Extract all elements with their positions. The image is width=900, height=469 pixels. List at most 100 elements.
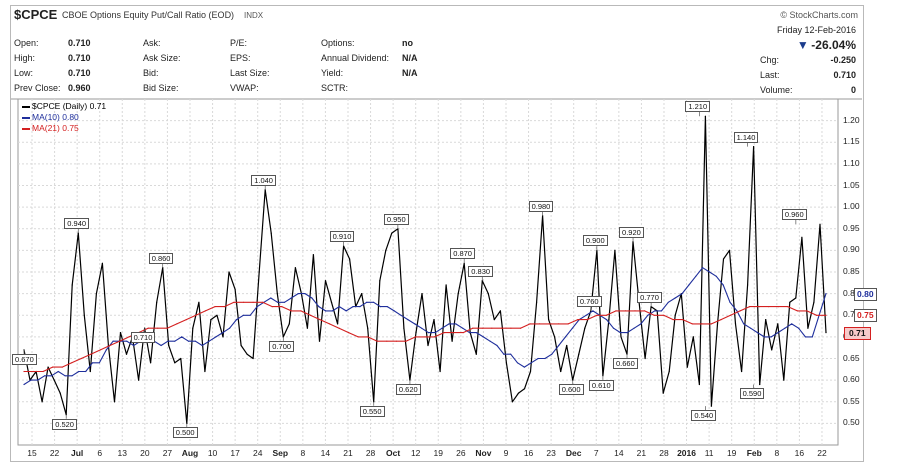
data-point bbox=[455, 323, 457, 325]
chart-title: CBOE Options Equity Put/Call Ratio (EOD) bbox=[62, 10, 235, 20]
data-point bbox=[30, 379, 32, 381]
data-point bbox=[765, 319, 767, 321]
data-point bbox=[560, 370, 562, 373]
y-tick-label: 0.65 bbox=[843, 352, 860, 363]
stat-label: Prev Close: bbox=[14, 83, 61, 93]
data-point bbox=[523, 366, 526, 368]
data-point bbox=[204, 310, 206, 312]
data-point bbox=[445, 284, 447, 286]
data-point bbox=[443, 332, 445, 334]
data-point bbox=[688, 284, 690, 286]
data-point bbox=[156, 301, 158, 303]
callout-label: 0.980 bbox=[528, 200, 554, 212]
data-point bbox=[208, 340, 210, 342]
legend-item: $CPCE (Daily) 0.71 bbox=[22, 101, 106, 111]
data-point bbox=[270, 297, 272, 299]
callout-label: 0.870 bbox=[450, 248, 475, 260]
data-point bbox=[249, 314, 251, 316]
data-point bbox=[626, 332, 628, 334]
data-point bbox=[59, 392, 61, 394]
legend-swatch bbox=[22, 105, 30, 108]
data-point bbox=[64, 375, 66, 377]
data-point bbox=[331, 310, 334, 312]
callout-label: 0.540 bbox=[691, 410, 717, 422]
data-point bbox=[304, 293, 306, 295]
data-point bbox=[233, 301, 235, 303]
y-tick-label: 0.85 bbox=[843, 266, 860, 276]
data-point bbox=[214, 306, 216, 308]
x-tick-label: 14 bbox=[320, 448, 331, 458]
data-point bbox=[729, 314, 732, 316]
data-point bbox=[204, 370, 206, 373]
data-point bbox=[41, 401, 43, 403]
stat-label: Bid Size: bbox=[143, 83, 179, 93]
data-point bbox=[345, 310, 347, 312]
stat-label: Last Size: bbox=[230, 68, 270, 78]
data-point bbox=[119, 332, 122, 334]
data-point bbox=[99, 349, 101, 351]
data-point bbox=[554, 336, 556, 338]
data-point bbox=[720, 319, 722, 321]
data-point bbox=[577, 319, 579, 321]
data-point bbox=[294, 267, 296, 269]
data-point bbox=[558, 344, 560, 347]
data-point bbox=[166, 327, 168, 329]
data-point bbox=[811, 336, 813, 338]
data-point bbox=[795, 297, 797, 299]
data-point bbox=[235, 319, 238, 321]
data-point bbox=[462, 332, 464, 334]
legend-label: MA(21) 0.75 bbox=[32, 123, 79, 133]
data-point bbox=[240, 344, 242, 347]
data-point bbox=[708, 271, 711, 273]
callout-label: 0.520 bbox=[52, 418, 77, 430]
x-tick-label: 11 bbox=[704, 448, 714, 458]
data-point bbox=[612, 327, 615, 329]
data-point bbox=[741, 370, 743, 373]
data-point bbox=[228, 271, 230, 273]
data-point bbox=[180, 357, 182, 360]
data-point bbox=[749, 306, 751, 308]
data-point bbox=[462, 327, 464, 329]
data-point bbox=[290, 297, 292, 299]
stat-label: Open: bbox=[14, 38, 39, 48]
data-point bbox=[403, 327, 405, 329]
data-point bbox=[246, 353, 248, 355]
data-point bbox=[318, 340, 321, 342]
data-point bbox=[376, 340, 378, 342]
data-point bbox=[489, 340, 491, 342]
last-value: 0.710 bbox=[833, 70, 856, 80]
data-point bbox=[309, 314, 311, 316]
callout-label: 0.960 bbox=[781, 209, 807, 221]
x-tick-label: 10 bbox=[207, 448, 218, 458]
data-point bbox=[763, 336, 765, 338]
data-point bbox=[252, 357, 254, 360]
data-point bbox=[125, 353, 128, 355]
data-point bbox=[32, 370, 35, 373]
data-point bbox=[223, 306, 226, 308]
data-point bbox=[215, 336, 217, 338]
symbol: $CPCE bbox=[14, 7, 58, 22]
y-tick-label: 1.00 bbox=[843, 201, 860, 212]
callout-label: 0.830 bbox=[468, 265, 494, 277]
callout-label: 0.550 bbox=[359, 405, 385, 417]
data-point bbox=[187, 340, 190, 342]
x-tick-label: 17 bbox=[230, 448, 240, 458]
x-tick-label: Aug bbox=[181, 448, 199, 458]
x-tick-label: Dec bbox=[565, 448, 582, 458]
data-point bbox=[44, 375, 46, 377]
data-point bbox=[663, 314, 665, 316]
stat-value: 0.710 bbox=[68, 38, 91, 48]
data-point bbox=[640, 323, 642, 325]
legend-item: MA(21) 0.75 bbox=[22, 123, 79, 133]
data-point bbox=[475, 353, 477, 355]
data-point bbox=[47, 366, 49, 368]
data-point bbox=[606, 319, 608, 321]
data-point bbox=[491, 327, 493, 329]
down-arrow-icon: ▼ bbox=[796, 38, 809, 52]
data-point bbox=[586, 319, 588, 321]
data-point bbox=[118, 340, 121, 342]
y-tick-label: 0.95 bbox=[843, 222, 860, 233]
data-point bbox=[78, 370, 80, 373]
data-point bbox=[783, 379, 785, 381]
data-point bbox=[728, 249, 731, 251]
